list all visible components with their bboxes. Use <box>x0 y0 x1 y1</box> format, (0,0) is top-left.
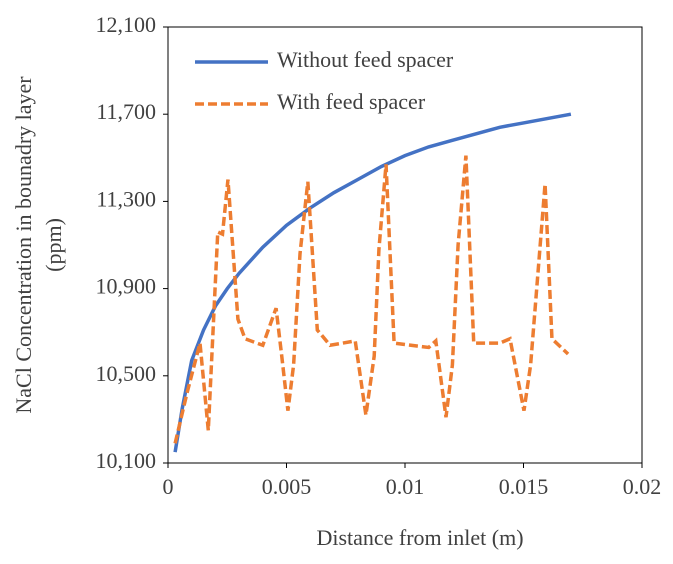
y-tick-label: 10,100 <box>96 448 157 473</box>
y-axis-label: NaCl Concentration in bounadry layer <box>11 76 36 414</box>
legend-label: Without feed spacer <box>277 47 454 72</box>
y-tick-label: 10,500 <box>96 361 157 386</box>
y-tick-label: 11,300 <box>96 186 156 211</box>
series-line <box>173 112 572 453</box>
y-axis-label: (ppm) <box>41 218 66 272</box>
x-tick-label: 0.005 <box>262 474 312 499</box>
y-tick-label: 12,100 <box>96 12 157 37</box>
x-tick-label: 0.01 <box>386 474 425 499</box>
x-tick-label: 0.02 <box>623 474 662 499</box>
x-tick-label: 0 <box>163 474 174 499</box>
y-tick-label: 11,700 <box>96 99 156 124</box>
x-tick-label: 0.015 <box>499 474 549 499</box>
x-axis-label: Distance from inlet (m) <box>316 525 523 550</box>
series-line <box>173 155 570 444</box>
y-tick-label: 10,900 <box>96 274 157 299</box>
legend-label: With feed spacer <box>277 89 426 114</box>
